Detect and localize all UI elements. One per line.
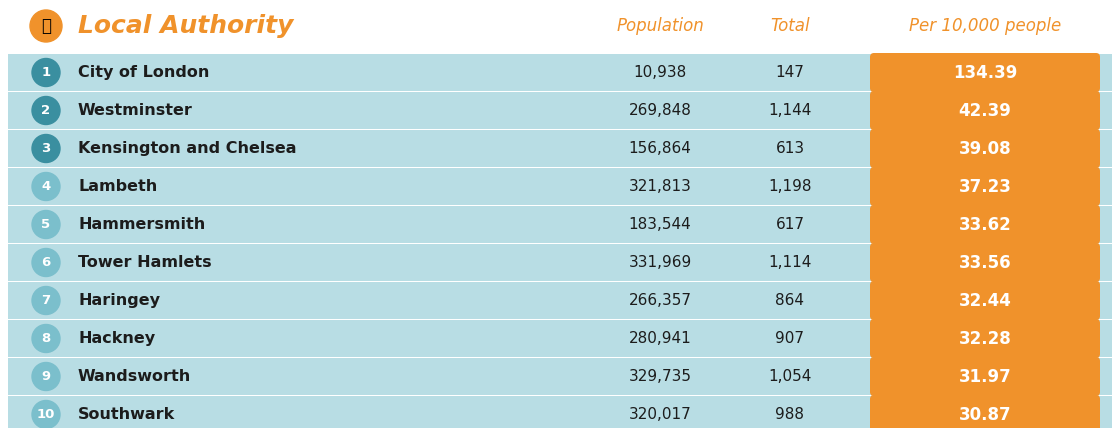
- Bar: [8, 244, 1112, 281]
- Circle shape: [32, 363, 60, 390]
- Text: 331,969: 331,969: [628, 255, 692, 270]
- Circle shape: [32, 286, 60, 315]
- Text: 266,357: 266,357: [628, 293, 691, 308]
- Text: 280,941: 280,941: [628, 331, 691, 346]
- Circle shape: [32, 249, 60, 276]
- Bar: [8, 282, 1112, 319]
- Text: 183,544: 183,544: [628, 217, 691, 232]
- Text: 3: 3: [41, 142, 50, 155]
- Text: 30.87: 30.87: [959, 405, 1011, 423]
- Circle shape: [32, 172, 60, 200]
- Bar: [8, 396, 1112, 428]
- Bar: [8, 92, 1112, 129]
- Circle shape: [32, 96, 60, 125]
- Text: 6: 6: [41, 256, 50, 269]
- Text: 156,864: 156,864: [628, 141, 691, 156]
- FancyBboxPatch shape: [870, 129, 1100, 168]
- Bar: [8, 168, 1112, 205]
- Text: 269,848: 269,848: [628, 103, 691, 118]
- Text: 39.08: 39.08: [959, 140, 1011, 158]
- Text: 5: 5: [41, 218, 50, 231]
- Bar: [8, 358, 1112, 395]
- Text: 33.62: 33.62: [959, 216, 1011, 234]
- FancyBboxPatch shape: [870, 205, 1100, 244]
- Text: City of London: City of London: [78, 65, 209, 80]
- Text: 613: 613: [775, 141, 804, 156]
- Text: 147: 147: [775, 65, 804, 80]
- Circle shape: [32, 324, 60, 353]
- Text: Hammersmith: Hammersmith: [78, 217, 205, 232]
- Text: 1,144: 1,144: [768, 103, 812, 118]
- Text: 32.44: 32.44: [959, 291, 1011, 309]
- Text: 9: 9: [41, 370, 50, 383]
- FancyBboxPatch shape: [870, 167, 1100, 206]
- Text: 134.39: 134.39: [953, 63, 1017, 81]
- Text: Wandsworth: Wandsworth: [78, 369, 192, 384]
- Text: 864: 864: [775, 293, 804, 308]
- FancyBboxPatch shape: [870, 395, 1100, 428]
- Text: 42.39: 42.39: [959, 101, 1011, 119]
- Text: 1,054: 1,054: [768, 369, 812, 384]
- Text: 321,813: 321,813: [628, 179, 691, 194]
- Text: 8: 8: [41, 332, 50, 345]
- Text: 33.56: 33.56: [959, 253, 1011, 271]
- FancyBboxPatch shape: [870, 53, 1100, 92]
- Text: Haringey: Haringey: [78, 293, 160, 308]
- Text: 37.23: 37.23: [959, 178, 1011, 196]
- FancyBboxPatch shape: [870, 243, 1100, 282]
- Text: Population: Population: [616, 17, 703, 35]
- Text: 329,735: 329,735: [628, 369, 691, 384]
- Text: 2: 2: [41, 104, 50, 117]
- FancyBboxPatch shape: [870, 319, 1100, 358]
- Text: 1: 1: [41, 66, 50, 79]
- Bar: [8, 54, 1112, 91]
- Text: Tower Hamlets: Tower Hamlets: [78, 255, 212, 270]
- Circle shape: [30, 10, 62, 42]
- FancyBboxPatch shape: [870, 281, 1100, 320]
- Text: Lambeth: Lambeth: [78, 179, 157, 194]
- Bar: [8, 130, 1112, 167]
- Text: Local Authority: Local Authority: [78, 14, 293, 38]
- Text: 4: 4: [41, 180, 50, 193]
- Text: Westminster: Westminster: [78, 103, 193, 118]
- Text: Per 10,000 people: Per 10,000 people: [908, 17, 1061, 35]
- Text: 10: 10: [37, 408, 55, 421]
- Text: 1,198: 1,198: [768, 179, 812, 194]
- Text: 320,017: 320,017: [628, 407, 691, 422]
- Text: 1,114: 1,114: [768, 255, 812, 270]
- Text: 7: 7: [41, 294, 50, 307]
- FancyBboxPatch shape: [870, 357, 1100, 396]
- Text: Hackney: Hackney: [78, 331, 156, 346]
- Text: 617: 617: [775, 217, 804, 232]
- FancyBboxPatch shape: [870, 91, 1100, 130]
- Text: Southwark: Southwark: [78, 407, 175, 422]
- Text: Total: Total: [771, 17, 810, 35]
- Circle shape: [32, 59, 60, 86]
- Text: 907: 907: [775, 331, 804, 346]
- Bar: [8, 206, 1112, 243]
- Text: 🏆: 🏆: [41, 17, 52, 35]
- Text: 988: 988: [775, 407, 804, 422]
- Circle shape: [32, 211, 60, 238]
- Circle shape: [32, 401, 60, 428]
- Text: 10,938: 10,938: [634, 65, 687, 80]
- Bar: [8, 320, 1112, 357]
- Text: Kensington and Chelsea: Kensington and Chelsea: [78, 141, 297, 156]
- Text: 31.97: 31.97: [959, 368, 1011, 386]
- Circle shape: [32, 134, 60, 163]
- Text: 32.28: 32.28: [959, 330, 1011, 348]
